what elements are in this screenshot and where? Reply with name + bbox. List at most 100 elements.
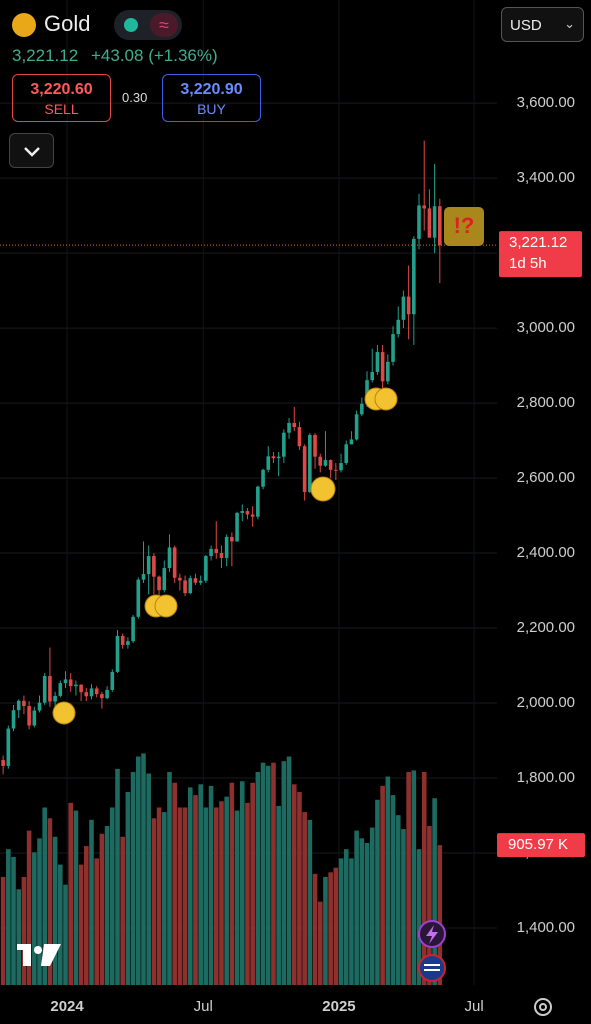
volume-bar — [323, 876, 328, 985]
coin — [310, 476, 336, 502]
candle-body — [349, 439, 354, 445]
volume-bar — [338, 858, 344, 985]
settings-icon[interactable] — [534, 998, 552, 1016]
expand-button[interactable] — [9, 133, 54, 168]
candle-body — [27, 706, 31, 726]
candle-body — [68, 679, 73, 687]
price-pane — [0, 140, 497, 775]
candle-body — [256, 486, 260, 517]
volume-bar — [161, 812, 167, 985]
symbol[interactable]: Gold — [44, 11, 91, 36]
status-pill[interactable]: ≈ — [114, 10, 182, 40]
volume-bar — [83, 846, 89, 985]
currency-select[interactable]: USD ⌄ — [501, 7, 584, 42]
volume-bar — [265, 765, 271, 985]
candle-body — [224, 536, 229, 558]
candle-body — [105, 689, 109, 699]
volume-bar — [135, 756, 141, 985]
candle-body — [287, 422, 291, 433]
flag-icon[interactable] — [418, 954, 446, 982]
candle-body — [292, 422, 297, 428]
volume-bar — [421, 771, 427, 985]
sell-button[interactable]: 3,220.60 SELL — [12, 74, 111, 122]
volume-bar — [271, 762, 276, 985]
volume-bar — [32, 852, 37, 985]
candle-body — [375, 352, 380, 372]
volume-bar — [317, 901, 323, 985]
volume-bar — [63, 884, 68, 985]
volume-bar — [146, 773, 151, 985]
candle-body — [131, 616, 135, 642]
y-tick-label: 2,000.00 — [517, 694, 575, 711]
candle-body — [115, 635, 120, 672]
candle-body — [141, 574, 146, 580]
candle-body — [42, 676, 47, 703]
volume-pane — [0, 753, 443, 985]
volume-bar — [411, 770, 417, 985]
candle-body — [308, 434, 312, 492]
event-badge-bg[interactable] — [444, 207, 484, 246]
volume-bar — [369, 827, 375, 985]
countdown: 1d 5h — [509, 255, 547, 272]
volume-bar — [47, 818, 53, 985]
candle-body — [427, 208, 432, 238]
candle-body — [417, 205, 421, 239]
volume-bar — [416, 849, 422, 985]
volume-bar — [68, 802, 74, 985]
dropdown-arrow: ⌄ — [564, 16, 575, 31]
candle-body — [354, 414, 359, 440]
candle-body — [53, 695, 57, 702]
flag-stripe — [424, 969, 440, 971]
candle-body — [235, 512, 239, 542]
candle-body — [245, 511, 250, 515]
candle-body — [126, 641, 130, 645]
candle-body — [276, 456, 281, 459]
volume-bar — [125, 792, 131, 985]
volume-bar — [328, 872, 333, 985]
volume-bar — [167, 771, 172, 985]
candle-body — [297, 427, 302, 447]
chevron — [24, 147, 40, 157]
volume-bar — [224, 796, 229, 985]
candle-body — [412, 238, 416, 315]
volume-bar — [58, 864, 63, 985]
candle-body — [406, 296, 411, 315]
candle-body — [63, 679, 68, 684]
volume-bar — [390, 795, 396, 985]
candle-body — [110, 671, 115, 690]
candle-body — [219, 553, 224, 558]
volume-bar — [406, 771, 411, 985]
volume-bar — [255, 771, 261, 985]
volume-bar — [151, 818, 157, 985]
volume-bar — [198, 784, 203, 985]
volume-bar — [333, 867, 339, 985]
y-tick-label: 2,400.00 — [517, 544, 575, 561]
candle-body — [313, 434, 317, 457]
x-tick-label: 2025 — [322, 998, 355, 1015]
candle-body — [157, 576, 161, 591]
buy-button[interactable]: 3,220.90 BUY — [162, 74, 261, 122]
candle-body — [302, 446, 307, 492]
candle-body — [318, 456, 323, 466]
volume-bar — [375, 799, 380, 985]
y-tick-label: 2,200.00 — [517, 619, 575, 636]
candle-body — [162, 568, 167, 591]
event-badge[interactable]: !? — [454, 213, 475, 238]
volume-bar — [193, 795, 198, 985]
y-tick-label: 1,800.00 — [517, 769, 575, 786]
volume-bar — [234, 810, 240, 985]
volume-bar — [115, 768, 120, 985]
candle-body — [16, 700, 21, 711]
volume-bar — [260, 762, 266, 985]
candle-body — [178, 577, 182, 581]
candle-body — [37, 702, 42, 711]
currency: USD — [510, 17, 542, 34]
candle-body — [146, 556, 151, 575]
candle-body — [1, 760, 5, 767]
volume-bar — [172, 782, 177, 985]
x-tick-label: Jul — [465, 998, 484, 1015]
coin — [374, 387, 398, 411]
volume-bar — [177, 807, 183, 985]
sell-price: 3,220.60 — [30, 81, 93, 98]
